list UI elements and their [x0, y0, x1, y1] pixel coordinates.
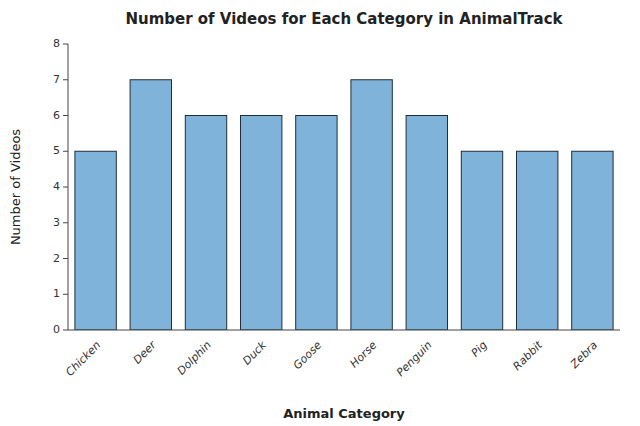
- x-tick-label: Duck: [240, 338, 269, 367]
- x-axis: Chicken Deer Dolphin Duck Goose Horse Penguin P…: [63, 338, 600, 380]
- y-tick-label: 0: [53, 323, 60, 336]
- y-tick: [63, 330, 68, 331]
- y-tick-label: 7: [53, 73, 60, 86]
- x-tick-label: Chicken: [63, 339, 103, 379]
- y-tick: [63, 222, 68, 223]
- x-tick-label: Rabbit: [511, 338, 546, 373]
- x-tick-label: Horse: [348, 338, 380, 370]
- y-axis-title: Number of Videos: [8, 129, 23, 245]
- x-tick-label: Zebra: [567, 338, 600, 371]
- bar: [351, 80, 392, 330]
- y-tick: [63, 115, 68, 116]
- x-tick-label: Pig: [469, 339, 490, 360]
- y-tick-label: 6: [53, 109, 60, 122]
- x-tick-label: Goose: [291, 338, 325, 372]
- title: Number of Videos for Each Category in An…: [125, 10, 563, 28]
- y-tick-label: 8: [53, 37, 60, 50]
- y-axis: 0 1 2 3 4 5 6 7 8: [53, 37, 68, 336]
- bar: [406, 116, 447, 331]
- y-tick: [63, 44, 68, 45]
- y-tick: [63, 258, 68, 259]
- bars: [75, 80, 613, 330]
- y-tick-label: 5: [53, 144, 60, 157]
- x-axis-title: Animal Category: [283, 406, 405, 421]
- y-tick-label: 2: [53, 252, 60, 265]
- y-tick: [63, 151, 68, 152]
- y-tick-label: 3: [53, 216, 60, 229]
- chart-svg: Number of Videos for Each Category in An…: [0, 0, 640, 426]
- bar: [517, 151, 558, 330]
- y-tick-label: 4: [53, 180, 60, 193]
- bar: [572, 151, 613, 330]
- bar: [130, 80, 171, 330]
- y-axis-line: [68, 44, 69, 330]
- bar: [461, 151, 502, 330]
- y-tick-label: 1: [53, 287, 60, 300]
- y-tick: [63, 294, 68, 295]
- x-tick-label: Dolphin: [175, 339, 214, 378]
- x-tick-label: Penguin: [394, 339, 435, 380]
- bar: [296, 116, 337, 331]
- x-axis-line: [68, 330, 620, 331]
- bar: [241, 116, 282, 331]
- x-tick-label: Deer: [131, 338, 160, 367]
- bar: [75, 151, 116, 330]
- y-tick: [63, 79, 68, 80]
- chart-container: Number of Videos for Each Category in An…: [0, 0, 640, 426]
- y-tick: [63, 187, 68, 188]
- bar: [185, 116, 226, 331]
